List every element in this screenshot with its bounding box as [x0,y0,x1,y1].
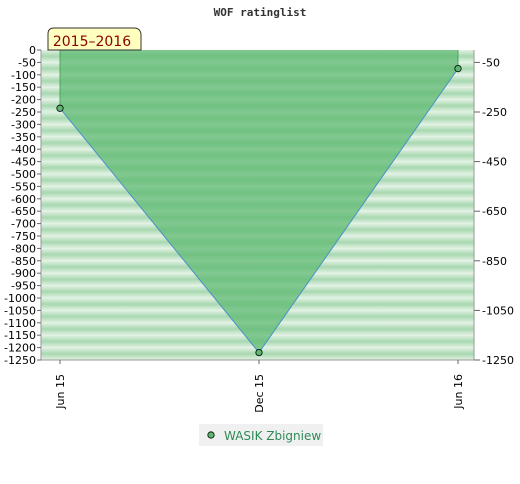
right-tick-label: -50 [482,56,500,69]
x-tick-label: Dec 15 [253,374,266,413]
right-tick-label: -850 [482,255,507,268]
left-tick-label: -650 [11,205,36,218]
left-tick-label: -1000 [4,292,36,305]
left-tick-label: -100 [11,69,36,82]
left-tick-label: -450 [11,156,36,169]
left-tick-label: -500 [11,168,36,181]
x-tick-label: Jun 16 [452,374,465,410]
right-tick-label: -650 [482,205,507,218]
left-tick-label: -1200 [4,342,36,355]
legend-entry-wasik-zbigniew[interactable]: WASIK Zbigniew [224,429,321,443]
left-tick-label: -1100 [4,317,36,330]
left-tick-label: -350 [11,131,36,144]
left-tick-label: -250 [11,106,36,119]
legend-box [199,424,323,446]
left-tick-label: 0 [29,44,36,57]
left-tick-label: -1150 [4,329,36,342]
series-area-wasik-zbigniew [60,50,458,353]
left-tick-label: -50 [18,56,36,69]
season-annotation-label: 2015–2016 [53,34,131,50]
left-tick-label: -150 [11,81,36,94]
left-tick-label: -550 [11,180,36,193]
x-tick-label: Jun 15 [54,374,67,410]
right-tick-label: -1250 [482,354,514,367]
left-tick-label: -800 [11,242,36,255]
left-tick-label: -950 [11,280,36,293]
season-annotation: 2015–2016 [47,27,142,51]
right-tick-label: -1050 [482,304,514,317]
left-tick-label: -400 [11,143,36,156]
left-tick-label: -900 [11,267,36,280]
left-tick-label: -750 [11,230,36,243]
left-tick-label: -1250 [4,354,36,367]
legend-marker [207,431,215,439]
chart-title: WOF ratinglist [214,6,307,19]
left-tick-label: -200 [11,94,36,107]
axes: 0-50-100-150-200-250-300-350-400-450-500… [4,44,514,413]
left-tick-label: -1050 [4,304,36,317]
legend[interactable]: WASIK Zbigniew [199,424,323,446]
left-tick-label: -600 [11,193,36,206]
season-annotation-box [47,27,142,51]
left-tick-label: -850 [11,255,36,268]
left-tick-label: -700 [11,218,36,231]
right-tick-label: -250 [482,106,507,119]
left-tick-label: -300 [11,118,36,131]
right-tick-label: -450 [482,156,507,169]
data-point-wasik-zbigniew[interactable] [255,348,263,357]
data-point-wasik-zbigniew[interactable] [454,65,462,73]
data-point-wasik-zbigniew[interactable] [56,104,64,112]
data-markers [56,65,462,357]
